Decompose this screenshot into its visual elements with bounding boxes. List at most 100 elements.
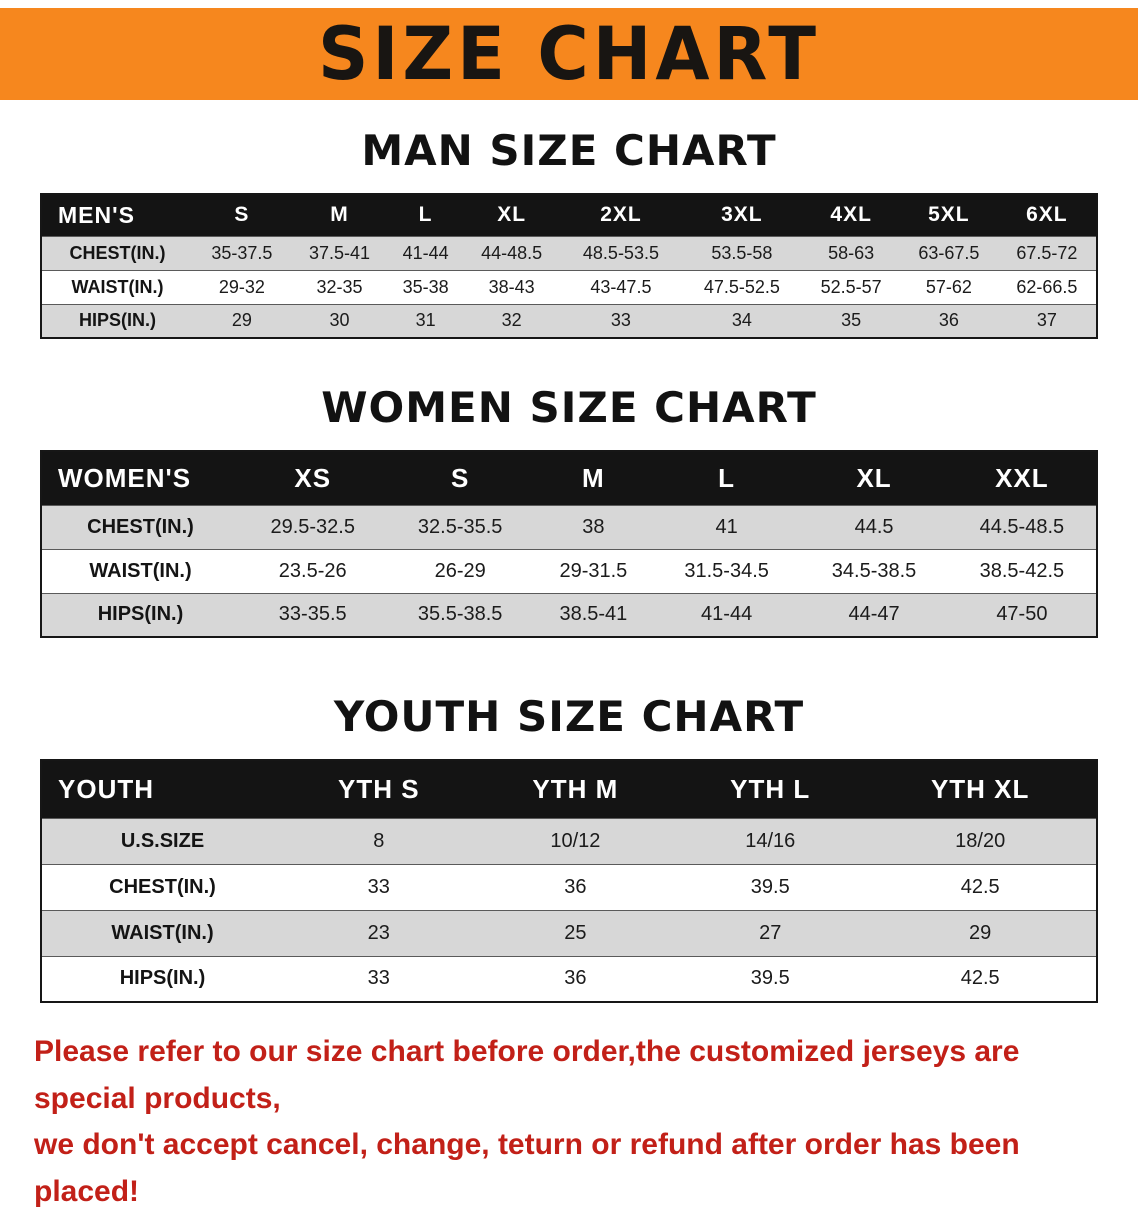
size-value-cell: 34.5-38.5 [831, 559, 917, 582]
size-value-cell: 52.5-57 [820, 276, 882, 297]
size-column-header: YTH S [283, 760, 475, 818]
section-men: MAN SIZE CHART MEN'S S M L XL 2XL 3XL 4XL 5XL 6XL… [0, 126, 1138, 339]
measurement-row-label: CHEST(IN.) [109, 875, 216, 898]
size-column-header: 4XL [802, 194, 901, 236]
measurement-row-label: HIPS(IN.) [78, 310, 156, 331]
measurement-row-label: U.S.SIZE [120, 829, 205, 852]
size-value-cell: 39.5 [750, 967, 790, 990]
size-value-cell: 36 [938, 310, 959, 331]
size-value-cell: 31 [415, 310, 436, 331]
size-column-header: YTH M [474, 760, 677, 818]
women-size-table: WOMEN'S XS S M L XL XXL CHEST(IN.) 29.5-32.5 32.5… [40, 450, 1098, 638]
size-column-header: YTH L [676, 760, 865, 818]
measurement-row-label: HIPS(IN.) [97, 603, 184, 626]
measurement-row: HIPS(IN.) 29 30 31 32 33 34 35 36 37 [41, 304, 1097, 338]
size-value-cell: 31.5-34.5 [684, 559, 769, 582]
measurement-row-label: WAIST(IN.) [89, 559, 192, 582]
section-women: WOMEN SIZE CHART WOMEN'S XS S M L XL XXL CHEST(… [0, 383, 1138, 638]
size-value-cell: 37 [1036, 310, 1057, 331]
measurement-row: WAIST(IN.) 23.5-26 26-29 29-31.5 31.5-34.5 34… [41, 549, 1097, 593]
size-value-cell: 47.5-52.5 [703, 276, 780, 297]
measurement-row-label: CHEST(IN.) [69, 242, 166, 263]
size-column-header: XS [239, 451, 387, 505]
size-value-cell: 8 [373, 829, 385, 852]
size-value-cell: 10/12 [550, 829, 601, 852]
measurement-row: HIPS(IN.) 33-35.5 35.5-38.5 38.5-41 41-44 44-… [41, 593, 1097, 637]
table-title-cell: YOUTH [41, 760, 283, 818]
size-value-cell: 14/16 [745, 829, 796, 852]
measurement-row-label: CHEST(IN.) [87, 515, 194, 538]
disclaimer-line-1: Please refer to our size chart before or… [34, 1035, 1020, 1115]
size-value-cell: 47-50 [996, 603, 1048, 626]
disclaimer: Please refer to our size chart before or… [0, 1029, 1138, 1215]
size-value-cell: 44.5-48.5 [979, 515, 1065, 538]
size-value-cell: 48.5-53.5 [582, 242, 659, 263]
size-value-cell: 32 [501, 310, 522, 331]
size-value-cell: 34 [731, 310, 752, 331]
measurement-row: HIPS(IN.) 33 36 39.5 42.5 [41, 956, 1097, 1002]
size-value-cell: 26-29 [434, 559, 486, 582]
women-size-chart-heading: WOMEN SIZE CHART [321, 383, 817, 432]
men-size-table: MEN'S S M L XL 2XL 3XL 4XL 5XL 6XL CHEST(IN.) 35-37… [40, 193, 1098, 339]
youth-size-table: YOUTH YTH S YTH M YTH L YTH XL U.S.SIZE 8 10/12… [40, 759, 1098, 1003]
size-column-header: M [533, 451, 653, 505]
size-value-cell: 39.5 [750, 875, 790, 898]
size-value-cell: 41-44 [402, 242, 449, 263]
size-value-cell: 29-32 [218, 276, 265, 297]
size-column-header: 2XL [560, 194, 682, 236]
measurement-row-label: WAIST(IN.) [111, 921, 214, 944]
size-value-cell: 58-63 [828, 242, 875, 263]
size-column-header: M [290, 194, 389, 236]
size-value-cell: 62-66.5 [1016, 276, 1078, 297]
table-header-row: YOUTH YTH S YTH M YTH L YTH XL [41, 760, 1097, 818]
size-value-cell: 35 [841, 310, 862, 331]
size-value-cell: 23 [367, 921, 390, 944]
size-value-cell: 38.5-41 [559, 603, 628, 626]
disclaimer-line-2: we don't accept cancel, change, teturn o… [34, 1128, 1020, 1208]
size-value-cell: 63-67.5 [918, 242, 980, 263]
size-value-cell: 37.5-41 [309, 242, 371, 263]
size-value-cell: 43-47.5 [590, 276, 652, 297]
size-value-cell: 35.5-38.5 [417, 603, 503, 626]
size-value-cell: 29 [231, 310, 252, 331]
size-column-header: L [652, 451, 801, 505]
table-title-cell: WOMEN'S [41, 451, 239, 505]
size-value-cell: 30 [329, 310, 350, 331]
table-header-row: MEN'S S M L XL 2XL 3XL 4XL 5XL 6XL [41, 194, 1097, 236]
size-chart-page: SIZE CHART MAN SIZE CHART MEN'S S M L XL 2XL 3… [0, 8, 1138, 1215]
size-value-cell: 23.5-26 [278, 559, 347, 582]
section-youth: YOUTH SIZE CHART YOUTH YTH S YTH M YTH L YTH… [0, 692, 1138, 1003]
size-value-cell: 35-38 [402, 276, 449, 297]
size-column-header: XXL [947, 451, 1097, 505]
table-header-row: WOMEN'S XS S M L XL XXL [41, 451, 1097, 505]
size-column-header: 5XL [900, 194, 998, 236]
size-value-cell: 29.5-32.5 [270, 515, 355, 538]
size-value-cell: 36 [564, 875, 587, 898]
size-value-cell: 41-44 [701, 603, 753, 626]
measurement-row-label: WAIST(IN.) [71, 276, 164, 297]
size-column-header: YTH XL [864, 760, 1097, 818]
size-value-cell: 27 [759, 921, 782, 944]
measurement-row-label: HIPS(IN.) [119, 967, 206, 990]
size-value-cell: 35-37.5 [211, 242, 273, 263]
size-value-cell: 33 [367, 967, 390, 990]
banner: SIZE CHART [0, 8, 1138, 100]
size-column-header: XL [800, 451, 948, 505]
charts-area: MAN SIZE CHART MEN'S S M L XL 2XL 3XL 4XL 5XL 6XL… [0, 126, 1138, 1003]
size-value-cell: 33 [610, 310, 631, 331]
page-title: SIZE CHART [317, 10, 821, 98]
measurement-row: CHEST(IN.) 29.5-32.5 32.5-35.5 38 41 44.5 44.5… [41, 505, 1097, 549]
size-value-cell: 29 [969, 921, 992, 944]
size-value-cell: 33 [367, 875, 390, 898]
size-value-cell: 53.5-58 [711, 242, 773, 263]
size-value-cell: 57-62 [925, 276, 972, 297]
size-value-cell: 29-31.5 [559, 559, 628, 582]
men-size-chart-heading: MAN SIZE CHART [361, 126, 777, 175]
size-value-cell: 32.5-35.5 [417, 515, 503, 538]
size-value-cell: 18/20 [955, 829, 1006, 852]
size-value-cell: 44.5 [854, 515, 894, 538]
table-title-cell: MEN'S [41, 194, 193, 236]
size-value-cell: 42.5 [960, 967, 1000, 990]
size-value-cell: 38-43 [488, 276, 535, 297]
measurement-row: WAIST(IN.) 23 25 27 29 [41, 910, 1097, 956]
